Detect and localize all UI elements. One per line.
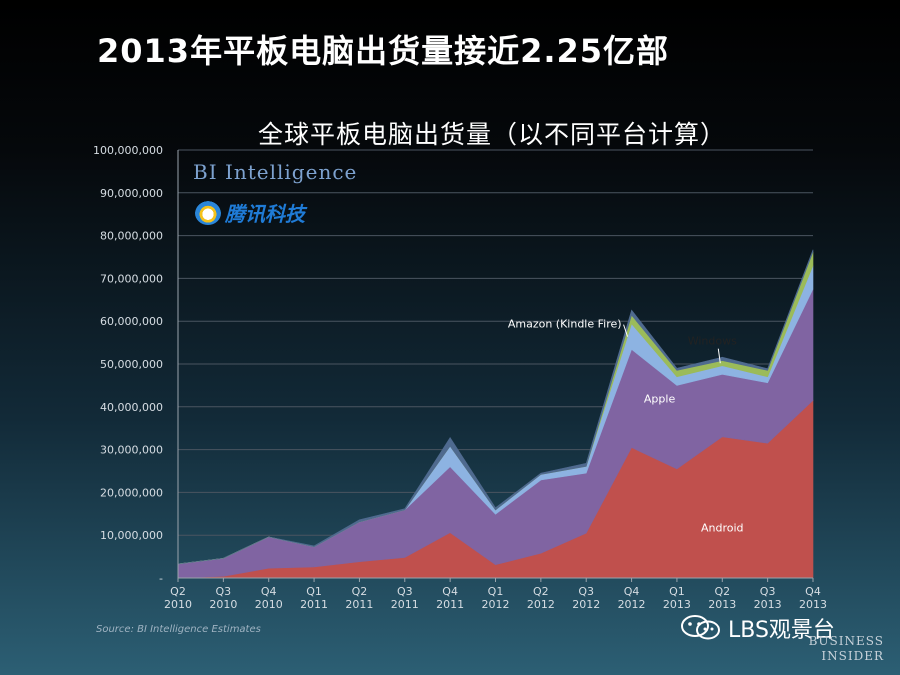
x-tick-label: Q4 2010 xyxy=(255,585,283,611)
y-tick-label: 80,000,000 xyxy=(100,230,163,243)
business-insider-brand: BUSINESS INSIDER xyxy=(804,634,884,664)
y-tick-label: 40,000,000 xyxy=(100,401,163,414)
source-note: Source: BI Intelligence Estimates xyxy=(96,624,261,635)
tencent-logo-text: 腾讯科技 xyxy=(225,202,305,226)
slide-title: 2013年平板电脑出货量接近2.25亿部 xyxy=(97,32,670,70)
x-tick-label: Q4 2012 xyxy=(618,585,646,611)
y-tick-label: 30,000,000 xyxy=(100,444,163,457)
annotation-windows: Windows xyxy=(688,335,737,348)
annotation-leader xyxy=(623,324,629,337)
annotation-android: Android xyxy=(701,521,744,534)
y-tick-label: 60,000,000 xyxy=(100,315,163,328)
y-tick-label: 90,000,000 xyxy=(100,187,163,200)
brand-line-2: INSIDER xyxy=(821,649,884,663)
watermark-text: LBS观景台 xyxy=(728,618,835,643)
x-tick-label: Q1 2013 xyxy=(663,585,691,611)
wechat-icon xyxy=(681,615,720,640)
y-tick-label: 10,000,000 xyxy=(100,529,163,542)
y-tick-label: 70,000,000 xyxy=(100,272,163,285)
x-tick-label: Q4 2013 xyxy=(799,585,827,611)
x-tick-label: Q4 2011 xyxy=(436,585,464,611)
y-tick-label: - xyxy=(159,572,163,585)
x-tick-label: Q3 2013 xyxy=(754,585,782,611)
x-tick-label: Q2 2010 xyxy=(164,585,192,611)
x-tick-label: Q1 2012 xyxy=(482,585,510,611)
area-other xyxy=(177,249,814,565)
annotation-amazon-kindle-fire: Amazon (Kindle Fire) xyxy=(508,318,622,331)
x-tick-label: Q3 2010 xyxy=(209,585,237,611)
annotation-apple: Apple xyxy=(644,392,676,405)
wechat-watermark: LBS观景台 xyxy=(680,612,835,644)
x-tick-label: Q2 2013 xyxy=(708,585,736,611)
x-tick-label: Q1 2011 xyxy=(300,585,328,611)
x-tick-label: Q3 2011 xyxy=(391,585,419,611)
chart-title: 全球平板电脑出货量（以不同平台计算） xyxy=(258,120,727,149)
x-tick-label: Q2 2012 xyxy=(527,585,555,611)
y-tick-label: 20,000,000 xyxy=(100,486,163,499)
tencent-tech-logo: 腾讯科技 xyxy=(195,198,305,227)
y-tick-label: 100,000,000 xyxy=(93,144,163,157)
x-tick-label: Q2 2011 xyxy=(345,585,373,611)
bi-intelligence-logo: BI Intelligence xyxy=(193,160,358,184)
x-tick-label: Q3 2012 xyxy=(572,585,600,611)
tencent-logo-icon xyxy=(195,200,221,225)
brand-line-1: BUSINESS xyxy=(808,634,884,648)
annotation-leader xyxy=(717,348,721,364)
y-tick-label: 50,000,000 xyxy=(100,358,163,371)
